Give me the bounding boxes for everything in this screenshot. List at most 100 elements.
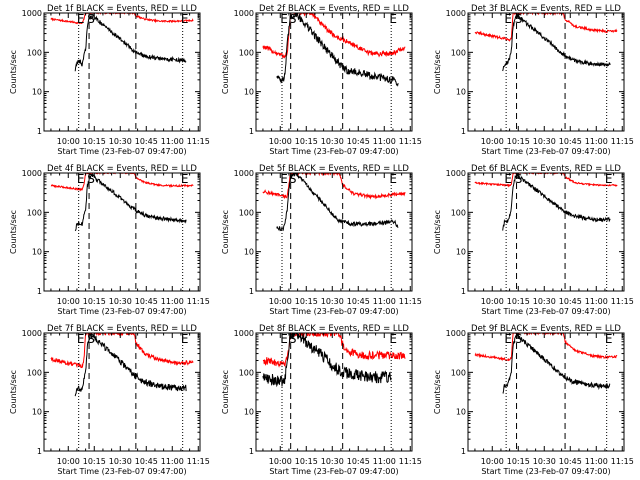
y-axis-label: Counts/sec — [433, 50, 442, 94]
x-axis-label: Start Time (23-Feb-07 09:47:00) — [269, 147, 398, 156]
x-tick-label: 11:00 — [373, 457, 396, 466]
y-axis-label: Counts/sec — [433, 210, 442, 254]
y-axis-label: Counts/sec — [221, 50, 230, 94]
chart-title: Det 2f BLACK = Events, RED = LLD — [259, 4, 409, 14]
x-tick-label: 11:00 — [161, 137, 184, 146]
marker-label: S — [87, 12, 95, 26]
series-line-lld — [50, 173, 194, 192]
y-tick-label: 1 — [37, 447, 42, 456]
series-line-lld — [50, 13, 194, 25]
series-line-lld — [474, 13, 618, 42]
x-tick-label: 10:45 — [135, 297, 158, 306]
marker-label: E — [77, 12, 85, 26]
y-tick-label: 1000 — [446, 329, 466, 338]
x-tick-label: 11:15 — [611, 137, 634, 146]
plot-frame — [255, 12, 413, 132]
y-tick-label: 1000 — [22, 329, 42, 338]
x-axis-label: Start Time (23-Feb-07 09:47:00) — [57, 467, 186, 476]
x-tick-label: 11:15 — [399, 297, 422, 306]
x-axis-label: Start Time (23-Feb-07 09:47:00) — [481, 147, 610, 156]
x-tick-label: 10:00 — [481, 297, 504, 306]
x-tick-label: 10:15 — [507, 137, 530, 146]
x-axis-label: Start Time (23-Feb-07 09:47:00) — [269, 307, 398, 316]
series-line-lld — [262, 173, 406, 200]
x-tick-label: 10:30 — [533, 137, 556, 146]
x-tick-label: 11:00 — [161, 297, 184, 306]
y-axis-label: Counts/sec — [9, 50, 18, 94]
series-line-lld — [474, 333, 618, 362]
series-line-events — [74, 173, 187, 232]
x-tick-label: 10:00 — [269, 297, 292, 306]
y-tick-label: 1000 — [22, 169, 42, 178]
x-axis-label: Start Time (23-Feb-07 09:47:00) — [57, 307, 186, 316]
x-tick-label: 10:15 — [295, 457, 318, 466]
y-tick-label: 10 — [32, 408, 42, 417]
y-tick-label: 100 — [27, 368, 42, 377]
marker-label: S — [289, 332, 297, 346]
x-axis-label: Start Time (23-Feb-07 09:47:00) — [481, 467, 610, 476]
marker-label: S — [515, 332, 523, 346]
x-tick-label: 10:15 — [507, 297, 530, 306]
x-tick-label: 10:30 — [533, 457, 556, 466]
y-tick-label: 100 — [27, 48, 42, 57]
x-tick-label: 10:30 — [321, 297, 344, 306]
x-tick-label: 10:00 — [269, 137, 292, 146]
marker-label: E — [605, 172, 613, 186]
x-tick-label: 11:00 — [585, 457, 608, 466]
y-tick-label: 100 — [239, 48, 254, 57]
y-tick-label: 100 — [239, 368, 254, 377]
x-tick-label: 10:15 — [507, 457, 530, 466]
series-line-events — [262, 333, 392, 388]
marker-label: E — [280, 172, 288, 186]
chart-title: Det 1f BLACK = Events, RED = LLD — [47, 4, 197, 14]
y-tick-label: 100 — [27, 208, 42, 217]
plot-frame — [43, 12, 201, 132]
y-tick-label: 10 — [244, 408, 254, 417]
x-tick-label: 11:15 — [187, 137, 210, 146]
y-tick-label: 1 — [249, 127, 254, 136]
x-tick-label: 10:00 — [481, 137, 504, 146]
series-line-events — [502, 333, 611, 394]
x-tick-label: 10:30 — [109, 297, 132, 306]
x-tick-label: 10:30 — [321, 457, 344, 466]
marker-label: E — [389, 12, 397, 26]
series-line-lld — [50, 333, 194, 369]
chart-title: Det 8f BLACK = Events, RED = LLD — [259, 324, 409, 334]
series-line-events — [74, 333, 187, 397]
y-tick-label: 1 — [37, 127, 42, 136]
y-tick-label: 10 — [244, 248, 254, 257]
marker-label: E — [280, 332, 288, 346]
y-tick-label: 100 — [451, 48, 466, 57]
x-tick-label: 10:15 — [83, 137, 106, 146]
x-tick-label: 10:15 — [83, 457, 106, 466]
x-tick-label: 10:45 — [347, 137, 370, 146]
chart-title: Det 7f BLACK = Events, RED = LLD — [47, 324, 197, 334]
marker-label: E — [504, 332, 512, 346]
marker-label: E — [504, 172, 512, 186]
y-axis-label: Counts/sec — [221, 210, 230, 254]
x-tick-label: 10:45 — [135, 137, 158, 146]
x-tick-label: 10:45 — [347, 457, 370, 466]
x-tick-label: 11:00 — [373, 297, 396, 306]
chart-title: Det 4f BLACK = Events, RED = LLD — [47, 164, 197, 174]
x-tick-label: 10:00 — [481, 457, 504, 466]
plot-frame — [43, 332, 201, 452]
y-tick-label: 1 — [461, 127, 466, 136]
plot-frame — [255, 332, 413, 452]
x-tick-label: 10:45 — [135, 457, 158, 466]
y-tick-label: 10 — [244, 88, 254, 97]
plot-frame — [43, 172, 201, 292]
x-tick-label: 10:30 — [533, 297, 556, 306]
x-axis-label: Start Time (23-Feb-07 09:47:00) — [57, 147, 186, 156]
chart-title: Det 3f BLACK = Events, RED = LLD — [471, 4, 621, 14]
plot-frame — [467, 12, 625, 132]
chart-panel-3: E S 1 10 100 1000 10:00 10:15 10:30 10:45 11:00 11:… — [433, 4, 634, 156]
y-tick-label: 1000 — [234, 9, 254, 18]
